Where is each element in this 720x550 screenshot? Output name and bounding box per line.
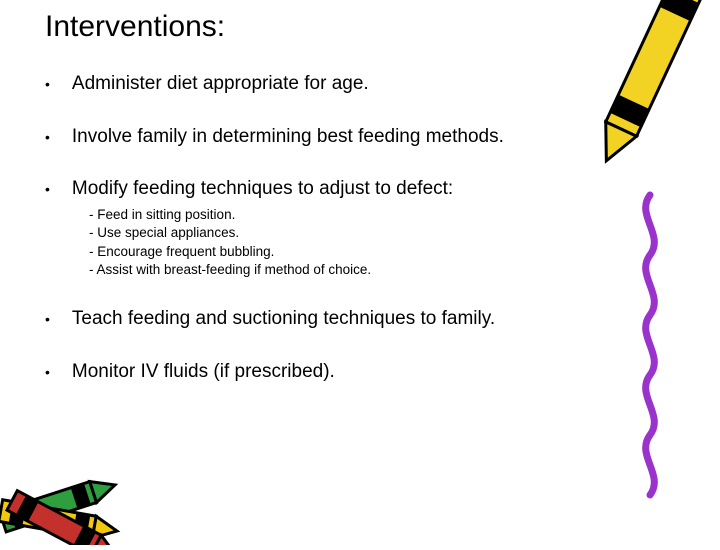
sub-item: - Feed in sitting position.	[89, 206, 660, 224]
sub-item: - Assist with breast-feeding if method o…	[89, 261, 660, 279]
slide-content: Interventions: • Administer diet appropr…	[0, 0, 720, 384]
bullet-text: Modify feeding techniques to adjust to d…	[72, 177, 453, 202]
bullet-item: • Teach feeding and suctioning technique…	[45, 307, 660, 332]
bullet-item: • Modify feeding techniques to adjust to…	[45, 177, 660, 202]
bullet-text: Involve family in determining best feedi…	[72, 125, 504, 150]
sub-item: - Encourage frequent bubbling.	[89, 243, 660, 261]
crayon-bottom-decoration	[0, 435, 170, 550]
sub-list: - Feed in sitting position. - Use specia…	[89, 206, 660, 279]
bullet-item: • Administer diet appropriate for age.	[45, 72, 660, 97]
bullet-item: • Monitor IV fluids (if prescribed).	[45, 360, 660, 385]
sub-item: - Use special appliances.	[89, 224, 660, 242]
slide-title: Interventions:	[45, 10, 660, 44]
bullet-dot: •	[45, 181, 50, 197]
bullet-item: • Involve family in determining best fee…	[45, 125, 660, 150]
bullet-dot: •	[45, 364, 50, 380]
bullet-text: Administer diet appropriate for age.	[72, 72, 369, 97]
bullet-dot: •	[45, 129, 50, 145]
bullet-dot: •	[45, 76, 50, 92]
bullet-dot: •	[45, 311, 50, 327]
bullet-text: Monitor IV fluids (if prescribed).	[72, 360, 335, 385]
bullet-text: Teach feeding and suctioning techniques …	[72, 307, 495, 332]
bullet-list: • Administer diet appropriate for age. •…	[45, 72, 660, 384]
